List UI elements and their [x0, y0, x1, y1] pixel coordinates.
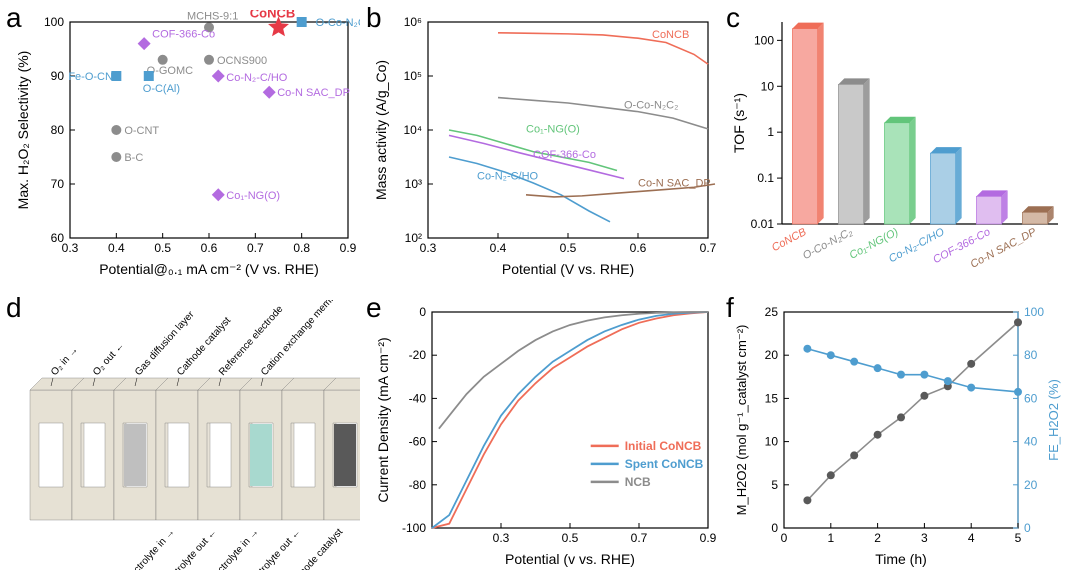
svg-text:20: 20 — [1024, 478, 1038, 492]
svg-text:Mass activity (A/g_Co): Mass activity (A/g_Co) — [373, 60, 389, 200]
svg-text:25: 25 — [765, 305, 779, 319]
svg-text:0.7: 0.7 — [631, 531, 648, 545]
svg-text:Initial CoNCB: Initial CoNCB — [625, 439, 702, 453]
svg-text:-60: -60 — [409, 435, 427, 449]
svg-text:0.3: 0.3 — [62, 241, 79, 255]
svg-text:CoNCB: CoNCB — [250, 10, 296, 20]
svg-text:0.6: 0.6 — [201, 241, 218, 255]
svg-text:Co₁-NG(O): Co₁-NG(O) — [526, 124, 580, 136]
svg-text:60: 60 — [51, 231, 65, 245]
svg-text:FE_H2O2 (%): FE_H2O2 (%) — [1046, 379, 1061, 461]
svg-text:COF-366-Co: COF-366-Co — [152, 29, 215, 41]
svg-text:15: 15 — [765, 391, 779, 405]
svg-text:B-C: B-C — [124, 152, 143, 164]
svg-text:Fe-O-CNT: Fe-O-CNT — [68, 71, 120, 83]
panel-f: 0123450510152025020406080100Time (h)M_H2… — [730, 300, 1070, 570]
svg-text:10²: 10² — [405, 231, 422, 245]
svg-text:0.1: 0.1 — [757, 171, 774, 185]
svg-text:0.7: 0.7 — [700, 241, 717, 255]
svg-text:0.9: 0.9 — [340, 241, 357, 255]
svg-text:Co-N SAC_DP: Co-N SAC_DP — [277, 87, 350, 99]
svg-text:O-Co-N₂C₂: O-Co-N₂C₂ — [801, 226, 855, 262]
svg-text:O₂ out ←: O₂ out ← — [91, 340, 127, 378]
svg-text:NCB: NCB — [625, 475, 651, 489]
svg-text:0.5: 0.5 — [154, 241, 171, 255]
svg-text:5: 5 — [1015, 531, 1022, 545]
svg-text:Max. H₂O₂ Selectivity (%): Max. H₂O₂ Selectivity (%) — [15, 51, 31, 210]
svg-text:Co-N SAC_DP: Co-N SAC_DP — [638, 178, 711, 190]
svg-text:0: 0 — [419, 305, 426, 319]
svg-text:10: 10 — [761, 79, 775, 93]
svg-text:0.9: 0.9 — [700, 531, 717, 545]
svg-text:Potential@₀.₁ mA cm⁻² (V vs. R: Potential@₀.₁ mA cm⁻² (V vs. RHE) — [99, 261, 319, 277]
panel-a: 0.3 0.4 0.5 0.6 0.7 0.8 0.9 60 70 80 90 100 Potentia… — [10, 10, 360, 280]
svg-text:Spent CoNCB: Spent CoNCB — [625, 457, 704, 471]
svg-text:Potential (v vs. RHE): Potential (v vs. RHE) — [505, 551, 635, 567]
svg-text:1: 1 — [827, 531, 834, 545]
svg-text:40: 40 — [1024, 435, 1038, 449]
svg-text:Time (h): Time (h) — [875, 551, 927, 567]
svg-text:O-Co-N₂C₂: O-Co-N₂C₂ — [624, 99, 678, 111]
svg-text:OCNS900: OCNS900 — [217, 55, 267, 67]
panel-b: 0.3 0.4 0.5 0.6 0.7 10² 10³ 10⁴ 10⁵ 10⁶ Potential … — [370, 10, 720, 280]
svg-text:4: 4 — [968, 531, 975, 545]
svg-text:80: 80 — [1024, 348, 1038, 362]
svg-text:COF-366-Co: COF-366-Co — [533, 149, 596, 161]
svg-text:-80: -80 — [409, 478, 427, 492]
svg-text:100: 100 — [44, 15, 64, 29]
panel-d: O₂ in →O₂ out ←Gas diffusion layerCathod… — [10, 300, 360, 570]
svg-text:100: 100 — [1024, 305, 1044, 319]
svg-text:Co-N₂-C/HO: Co-N₂-C/HO — [226, 72, 288, 84]
svg-text:0.3: 0.3 — [493, 531, 510, 545]
svg-text:10³: 10³ — [405, 177, 422, 191]
svg-text:20: 20 — [765, 348, 779, 362]
svg-text:0.5: 0.5 — [560, 241, 577, 255]
svg-text:Co-N₂-C/HO: Co-N₂-C/HO — [477, 171, 539, 183]
svg-text:M_H2O2 (mol g⁻¹_catalyst cm⁻²): M_H2O2 (mol g⁻¹_catalyst cm⁻²) — [734, 325, 749, 516]
svg-text:TOF (s⁻¹): TOF (s⁻¹) — [731, 93, 747, 153]
svg-text:-20: -20 — [409, 348, 427, 362]
svg-text:Co₁-NG(O): Co₁-NG(O) — [226, 190, 280, 202]
svg-text:-40: -40 — [409, 391, 427, 405]
svg-text:O₂ in →: O₂ in → — [49, 345, 81, 378]
svg-text:0.8: 0.8 — [293, 241, 310, 255]
svg-text:70: 70 — [51, 177, 65, 191]
svg-text:Electrolyte in →: Electrolyte in → — [122, 527, 177, 570]
svg-text:0.01: 0.01 — [751, 217, 775, 231]
svg-text:10⁶: 10⁶ — [404, 15, 422, 29]
svg-text:0.3: 0.3 — [420, 241, 437, 255]
svg-text:100: 100 — [754, 33, 774, 47]
svg-text:-100: -100 — [402, 521, 426, 535]
svg-text:0.4: 0.4 — [108, 241, 125, 255]
svg-text:60: 60 — [1024, 391, 1038, 405]
svg-text:5: 5 — [771, 478, 778, 492]
svg-text:O-Co-N₂C₂: O-Co-N₂C₂ — [316, 17, 360, 29]
svg-text:0.7: 0.7 — [247, 241, 264, 255]
svg-text:10: 10 — [765, 435, 779, 449]
svg-text:10⁴: 10⁴ — [403, 123, 422, 137]
svg-text:0: 0 — [771, 521, 778, 535]
svg-text:80: 80 — [51, 123, 65, 137]
svg-text:O-CNT: O-CNT — [124, 125, 159, 137]
svg-text:0.5: 0.5 — [562, 531, 579, 545]
svg-text:0: 0 — [1024, 521, 1031, 535]
svg-text:2: 2 — [874, 531, 881, 545]
svg-text:0.6: 0.6 — [630, 241, 647, 255]
svg-text:1: 1 — [767, 125, 774, 139]
svg-text:O-C(Al): O-C(Al) — [143, 83, 180, 95]
svg-text:Potential (V vs. RHE): Potential (V vs. RHE) — [502, 261, 634, 277]
svg-text:0.4: 0.4 — [490, 241, 507, 255]
svg-text:0: 0 — [781, 531, 788, 545]
svg-text:90: 90 — [51, 69, 65, 83]
svg-text:MCHS-9:1: MCHS-9:1 — [187, 10, 238, 22]
svg-text:10⁵: 10⁵ — [404, 69, 422, 83]
panel-c: 0.010.1110100TOF (s⁻¹)CoNCBO-Co-N₂C₂Co₁-… — [730, 10, 1070, 280]
svg-text:CoNCB: CoNCB — [652, 29, 689, 41]
svg-text:3: 3 — [921, 531, 928, 545]
svg-text:Current Density (mA cm⁻²): Current Density (mA cm⁻²) — [375, 337, 391, 502]
panel-e: 0.3 0.5 0.7 0.9 -100 -80 -60 -40 -20 0 Potential (… — [370, 300, 720, 570]
